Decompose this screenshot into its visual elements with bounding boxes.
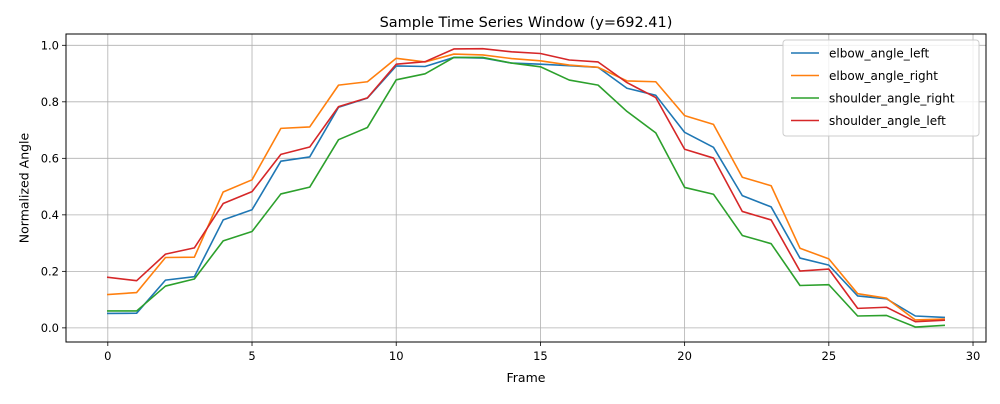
x-tick-label: 30 [966,349,981,363]
x-tick-label: 0 [104,349,111,363]
series-line-elbow-angle-left [107,56,946,319]
series-line-shoulder-angle-right [107,56,946,328]
x-tick-label: 20 [677,349,692,363]
y-tick-label: 0.2 [41,264,59,278]
x-tick-label: 5 [248,349,255,363]
legend-label: elbow_angle_left [829,47,930,61]
y-tick-label: 1.0 [41,38,59,52]
x-tick-label: 15 [533,349,548,363]
legend-label: shoulder_angle_right [829,92,955,106]
series-line-elbow-angle-right [106,53,946,321]
legend: elbow_angle_left elbow_angle_rightshoulde… [782,39,980,137]
y-tick-label: 0.0 [41,321,59,335]
axis-ticks: 0 5 10 15 20 25 30 0.0 0.2 0.4 0.6 0.8 1.0 [41,38,981,363]
x-axis-label: Frame [507,370,546,385]
legend-label: elbow_angle_right [829,69,938,83]
y-tick-label: 0.4 [41,208,59,222]
x-tick-label: 10 [389,349,404,363]
y-axis-label: Normalized Angle [17,132,32,243]
x-tick-label: 25 [822,349,837,363]
chart-title: Sample Time Series Window (y=692.41) [380,15,673,31]
legend-box [782,39,980,137]
legend-label: shoulder_angle_left [829,114,946,128]
y-tick-label: 0.6 [41,151,59,165]
series-lines [106,47,946,328]
series-line-shoulder-angle-left [106,47,946,323]
y-tick-label: 0.8 [41,95,59,109]
plot-frame [65,33,987,343]
